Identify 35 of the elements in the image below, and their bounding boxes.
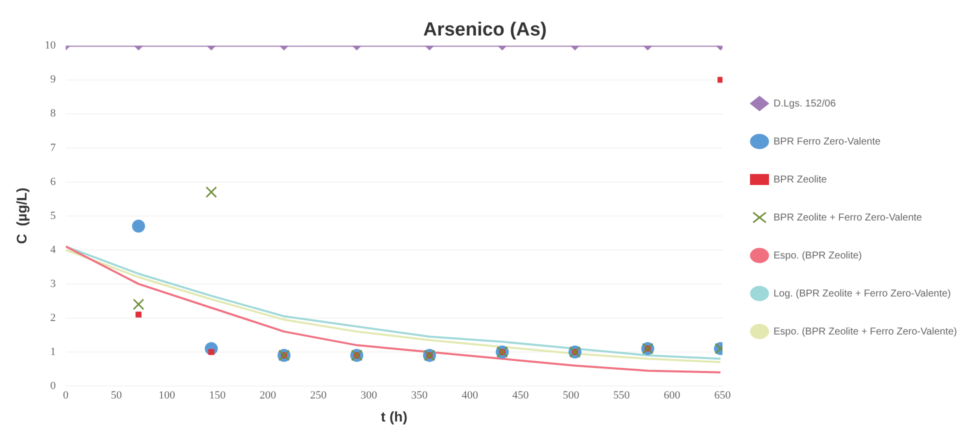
x-tick-label: 650 [714, 389, 732, 402]
y-tick-label: 4 [50, 244, 56, 256]
legend-label: D.Lgs. 152/06 [774, 98, 836, 110]
y-tick-label: 1 [50, 346, 56, 358]
y-tick-label: 8 [50, 108, 56, 120]
legend-label: Espo. (BPR Zeolite + Ferro Zero-Valente) [774, 326, 957, 338]
chart-title: Arsenico (As) [423, 20, 547, 41]
legend-label: BPR Zeolite [774, 174, 828, 186]
legend-label: Espo. (BPR Zeolite) [774, 250, 862, 262]
x-tick-label: 250 [310, 389, 328, 402]
legend-label: BPR Zeolite + Ferro Zero-Valente [774, 212, 922, 224]
x-tick-label: 200 [260, 389, 277, 402]
y-tick-label: 6 [50, 176, 56, 188]
x-tick-label: 450 [512, 389, 530, 402]
x-tick-label: 600 [664, 389, 681, 402]
y-tick-label: 2 [50, 312, 56, 324]
x-tick-label: 50 [110, 389, 122, 402]
x-tick-label: 500 [562, 389, 580, 402]
x-tick-label: 400 [462, 389, 479, 402]
x-tick-label: 300 [360, 389, 378, 402]
legend-label: Log. (BPR Zeolite + Ferro Zero-Valente) [774, 288, 951, 300]
y-tick-label: 7 [50, 142, 56, 154]
x-tick-label: 150 [209, 389, 226, 402]
y-tick-label: 9 [50, 74, 56, 86]
y-tick-label: 0 [50, 380, 56, 392]
y-axis-title: C (µg/L) [13, 188, 30, 244]
x-tick-label: 350 [411, 389, 428, 402]
x-tick-label: 100 [158, 389, 176, 402]
y-tick-label: 5 [50, 210, 56, 222]
legend-label: BPR Ferro Zero-Valente [774, 136, 882, 148]
y-tick-label: 3 [50, 278, 56, 290]
x-tick-label: 550 [613, 389, 630, 402]
x-tick-label: 0 [63, 389, 70, 402]
x-axis-title: t (h) [380, 408, 408, 424]
y-tick-label: 10 [44, 40, 56, 52]
